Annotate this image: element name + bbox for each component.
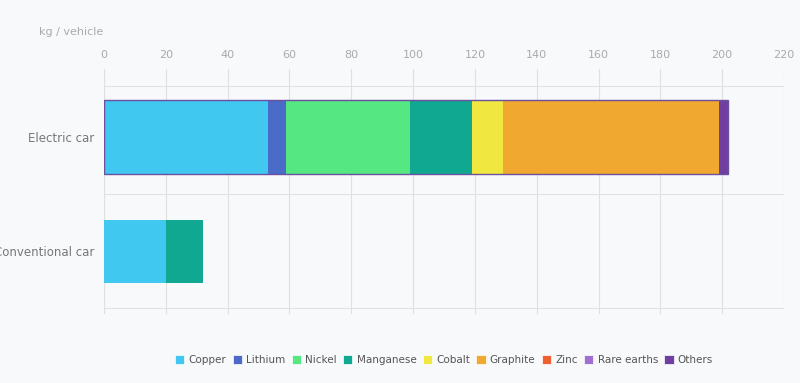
Bar: [472, 100, 502, 174]
Bar: [719, 100, 728, 174]
Bar: [104, 100, 728, 174]
Bar: [268, 100, 286, 174]
Bar: [502, 100, 719, 174]
Legend: Copper, Lithium, Nickel, Manganese, Cobalt, Graphite, Zinc, Rare earths, Others: Copper, Lithium, Nickel, Manganese, Coba…: [171, 351, 717, 370]
Bar: [286, 100, 410, 174]
Text: kg / vehicle: kg / vehicle: [39, 27, 104, 37]
Bar: [104, 220, 166, 283]
Bar: [166, 220, 203, 283]
Bar: [104, 100, 268, 174]
Bar: [410, 100, 472, 174]
